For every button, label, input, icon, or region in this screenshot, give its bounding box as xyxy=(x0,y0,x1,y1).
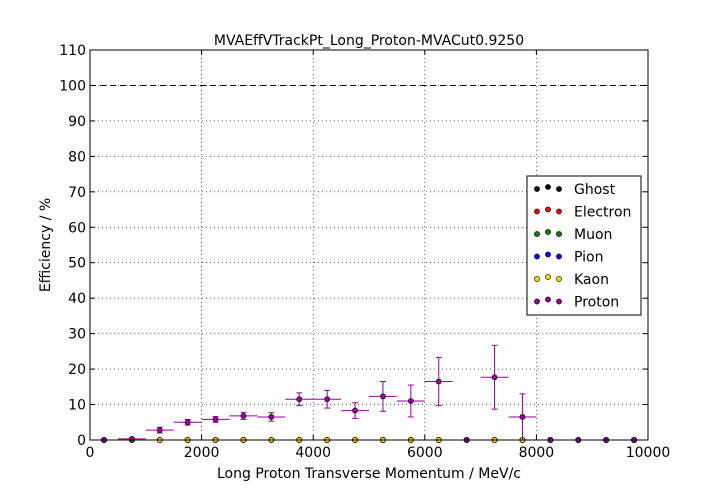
legend-marker xyxy=(545,229,551,235)
data-point xyxy=(212,416,219,423)
data-point xyxy=(268,414,275,420)
legend-label: Muon xyxy=(574,227,612,243)
legend-marker xyxy=(545,184,551,190)
legend-label: Ghost xyxy=(574,182,616,198)
legend-marker xyxy=(534,208,540,215)
data-point xyxy=(352,407,358,414)
y-tick-label: 20 xyxy=(68,362,86,378)
data-point xyxy=(324,396,331,403)
data-point xyxy=(184,419,191,426)
x-tick-label: 0 xyxy=(86,445,95,461)
x-tick-label: 2000 xyxy=(184,445,220,461)
legend-marker xyxy=(534,186,540,192)
chart-title: MVAEffVTrackPt_Long_Proton-MVACut0.9250 xyxy=(214,33,524,49)
legend-item-pion: Pion xyxy=(534,250,603,266)
y-tick-label: 60 xyxy=(68,220,86,236)
legend-marker xyxy=(545,251,551,258)
y-tick-label: 90 xyxy=(68,114,86,130)
legend: Ghost Electron Muon Pion Kaon Proton xyxy=(526,175,642,316)
data-point xyxy=(156,427,163,433)
legend-marker xyxy=(556,298,562,305)
data-point xyxy=(128,436,135,442)
data-point xyxy=(240,412,247,419)
legend-label: Electron xyxy=(574,205,631,221)
legend-marker xyxy=(545,206,551,213)
legend-marker xyxy=(534,298,540,305)
legend-item-electron: Electron xyxy=(534,205,631,221)
y-tick-label: 10 xyxy=(68,398,86,414)
data-point xyxy=(407,398,414,404)
legend-label: Pion xyxy=(574,250,603,266)
x-tick-label: 10000 xyxy=(626,445,671,461)
legend-item-ghost: Ghost xyxy=(534,182,616,198)
x-axis-ticks: 0 2000 4000 6000 8000 10000 xyxy=(86,50,671,461)
legend-marker xyxy=(545,274,551,280)
legend-marker xyxy=(556,276,562,282)
y-tick-label: 50 xyxy=(68,256,86,272)
y-tick-label: 100 xyxy=(59,78,86,94)
x-tick-label: 8000 xyxy=(519,445,555,461)
y-axis-ticks: 0 10 20 30 40 50 60 70 80 90 100 110 xyxy=(59,43,648,449)
y-tick-label: 110 xyxy=(59,43,86,59)
x-tick-label: 4000 xyxy=(295,445,331,461)
legend-item-kaon: Kaon xyxy=(534,272,609,288)
legend-marker xyxy=(534,276,540,282)
data-point xyxy=(519,414,526,420)
y-tick-label: 0 xyxy=(77,433,86,449)
legend-marker xyxy=(556,231,562,237)
series-proton xyxy=(90,344,637,443)
legend-item-muon: Muon xyxy=(534,227,612,243)
legend-marker xyxy=(556,208,562,215)
legend-item-proton: Proton xyxy=(534,295,619,311)
legend-marker xyxy=(534,253,540,260)
x-axis-label: Long Proton Transverse Momentum / MeV/c xyxy=(217,466,521,482)
legend-marker xyxy=(545,296,551,303)
x-tick-label: 6000 xyxy=(407,445,443,461)
legend-label: Kaon xyxy=(574,272,609,288)
data-point xyxy=(491,374,498,381)
legend-label: Proton xyxy=(574,295,619,311)
y-axis-label: Efficiency / % xyxy=(38,198,54,292)
legend-marker xyxy=(556,253,562,260)
data-point xyxy=(296,396,303,403)
legend-marker xyxy=(556,186,562,192)
y-tick-label: 30 xyxy=(68,327,86,343)
legend-box xyxy=(526,175,642,316)
legend-marker xyxy=(534,231,540,237)
y-tick-label: 80 xyxy=(68,149,86,165)
plot-frame xyxy=(89,49,649,441)
data-point xyxy=(435,378,442,385)
y-tick-label: 70 xyxy=(68,185,86,201)
y-tick-label: 40 xyxy=(68,291,86,307)
data-point xyxy=(380,393,386,400)
